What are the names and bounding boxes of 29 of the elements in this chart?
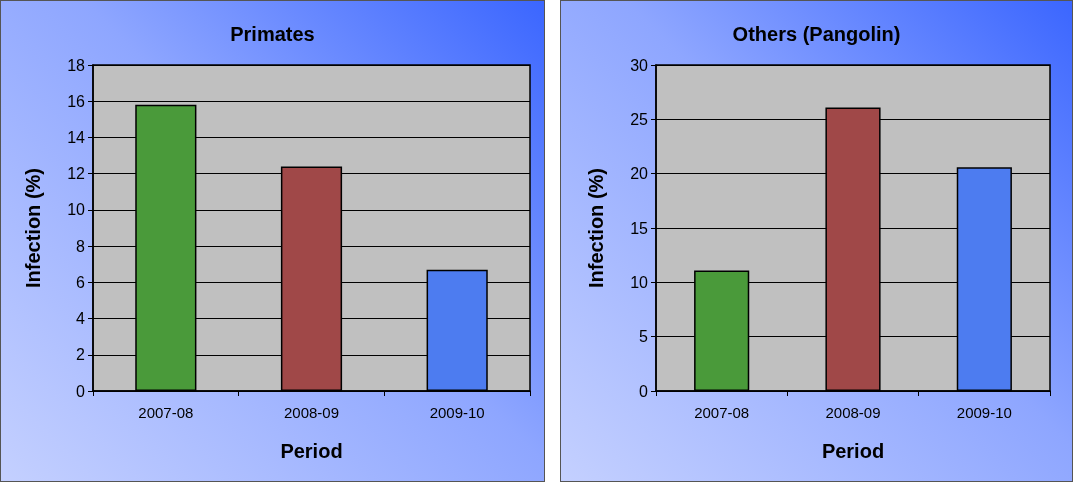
x-axis-title: Period (280, 440, 343, 462)
chart-title: Primates (230, 23, 315, 45)
y-tick-label: 0 (76, 382, 86, 400)
y-tick-label: 10 (630, 273, 649, 291)
x-tick-label: 2008-09 (283, 404, 340, 421)
y-tick-label: 20 (630, 165, 649, 183)
y-axis-title: Infection (%) (585, 168, 607, 288)
x-tick-label: 2009-10 (956, 404, 1012, 421)
y-tick-label: 2 (76, 346, 86, 364)
x-tick-label: 2008-09 (825, 404, 881, 421)
y-tick-label: 8 (76, 237, 86, 255)
y-tick-label: 16 (67, 92, 86, 110)
y-tick-label: 6 (76, 273, 86, 291)
y-tick-label: 15 (630, 219, 649, 237)
y-tick-label: 0 (639, 382, 649, 400)
y-tick-label: 18 (67, 56, 86, 74)
chart-title: Others (Pangolin) (732, 23, 901, 45)
y-axis-title: Infection (%) (22, 168, 44, 288)
y-tick-label: 12 (67, 165, 86, 183)
x-tick-label: 2007-08 (138, 404, 194, 421)
y-tick-label: 30 (630, 56, 649, 74)
y-tick-label: 10 (67, 201, 86, 219)
x-tick-label: 2007-08 (694, 404, 750, 421)
y-tick-label: 14 (67, 128, 86, 146)
y-tick-label: 4 (76, 310, 86, 328)
x-tick-label: 2009-10 (429, 404, 485, 421)
y-tick-label: 5 (639, 328, 649, 346)
x-axis-title: Period (821, 440, 885, 462)
y-tick-label: 25 (630, 110, 649, 128)
